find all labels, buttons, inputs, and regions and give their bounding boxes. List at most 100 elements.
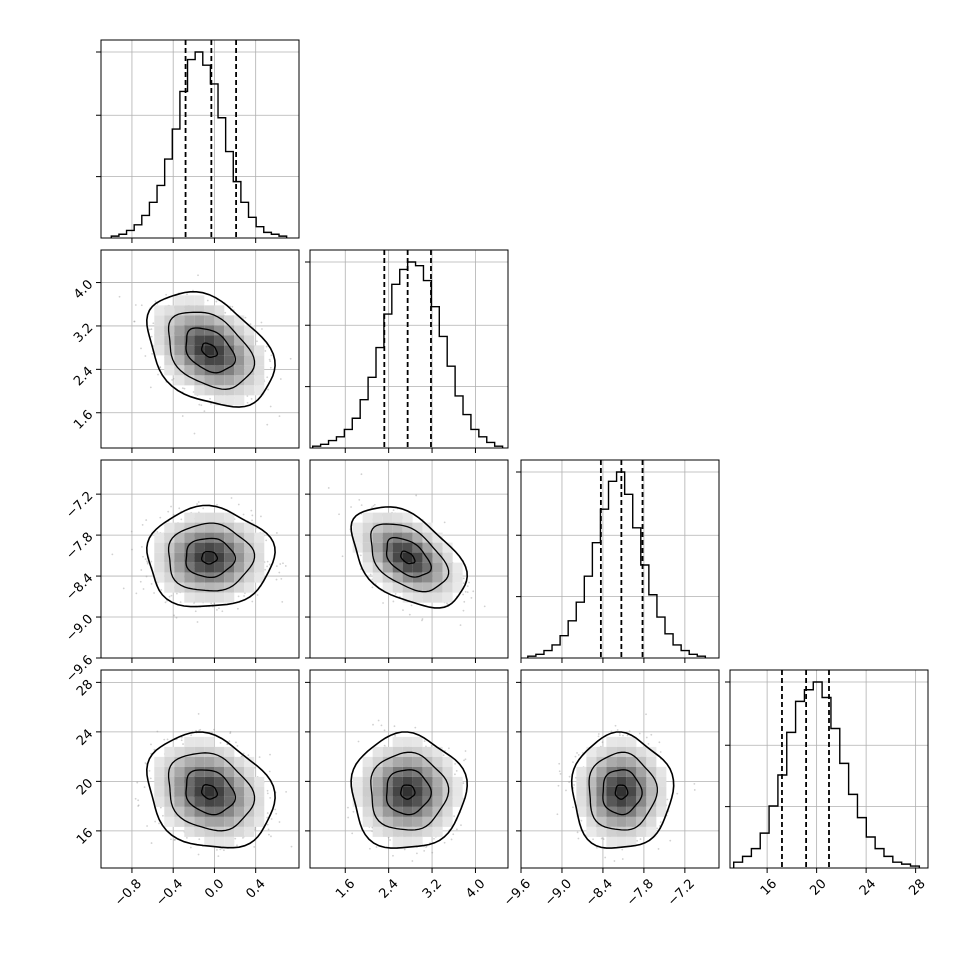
sample-point xyxy=(431,851,434,854)
density-cell xyxy=(234,572,245,583)
sample-point xyxy=(371,586,374,589)
sample-point xyxy=(423,849,426,852)
sample-point xyxy=(251,519,253,522)
sample-point xyxy=(159,366,162,369)
sample-point xyxy=(372,504,375,507)
sample-point xyxy=(425,846,427,848)
sample-point xyxy=(133,320,136,323)
sample-point xyxy=(145,575,148,578)
sample-point xyxy=(249,323,252,326)
sample-point xyxy=(443,521,446,524)
density-cell xyxy=(184,816,195,827)
sample-point xyxy=(268,563,271,566)
sample-point xyxy=(197,712,200,715)
contour xyxy=(145,504,276,608)
sample-point xyxy=(402,609,404,612)
sample-point xyxy=(442,754,445,757)
sample-point xyxy=(433,837,435,840)
density-cell xyxy=(254,532,265,543)
density-cell xyxy=(184,826,195,837)
sample-point xyxy=(359,554,362,557)
sample-point xyxy=(218,607,220,610)
density-cell xyxy=(234,315,245,326)
sample-point xyxy=(280,577,283,580)
density-cell xyxy=(234,826,245,837)
density-cell xyxy=(224,375,235,386)
sample-point xyxy=(373,503,376,506)
density-cell xyxy=(164,816,175,827)
sample-point xyxy=(139,580,142,583)
density-cell xyxy=(204,806,215,817)
panel-3-1 xyxy=(305,669,509,873)
density-cell xyxy=(194,552,205,563)
sample-point xyxy=(150,583,153,585)
density-cell xyxy=(412,592,423,603)
sample-point xyxy=(144,762,147,764)
sample-point xyxy=(134,304,137,306)
sample-point xyxy=(360,473,363,476)
sample-point xyxy=(483,605,486,608)
sample-point xyxy=(266,560,269,563)
sample-point xyxy=(235,741,237,744)
density-cell xyxy=(154,542,165,553)
sample-point xyxy=(279,563,282,565)
sample-point xyxy=(242,836,244,839)
density-cell xyxy=(184,305,195,316)
density-cell xyxy=(402,562,413,573)
sample-point xyxy=(159,366,162,368)
sample-point xyxy=(375,846,378,848)
sample-point xyxy=(197,501,200,503)
density-cell xyxy=(214,315,225,326)
density-cell xyxy=(154,786,165,797)
density-cell xyxy=(204,375,215,386)
density-cell xyxy=(254,542,265,553)
density-cell xyxy=(204,365,215,376)
sample-point xyxy=(394,734,396,737)
density-cell xyxy=(244,325,255,336)
density-cell xyxy=(372,542,383,553)
density-cell xyxy=(244,572,255,583)
sample-point xyxy=(172,514,175,516)
density-cell xyxy=(184,375,195,386)
density-cell xyxy=(392,542,403,553)
density-cell xyxy=(244,552,255,563)
density-cell xyxy=(224,512,235,523)
sample-point xyxy=(270,354,273,357)
density-cell xyxy=(244,786,255,797)
sample-point xyxy=(387,836,390,839)
sample-point xyxy=(278,571,281,574)
contour xyxy=(185,327,237,374)
sample-point xyxy=(180,736,183,739)
density-cell xyxy=(184,295,195,306)
sample-point xyxy=(158,822,160,825)
sample-point xyxy=(267,828,270,831)
density-cell xyxy=(362,512,373,523)
density-cell xyxy=(194,315,205,326)
contour xyxy=(185,537,237,579)
sample-point xyxy=(383,744,386,747)
density-cell xyxy=(234,552,245,563)
sample-point xyxy=(159,806,162,809)
density-cell xyxy=(412,562,423,573)
sample-point xyxy=(152,322,155,325)
density-cell xyxy=(224,532,235,543)
sample-point xyxy=(351,832,354,835)
density-cell xyxy=(452,562,463,573)
density-cell xyxy=(164,746,175,757)
panel-1-0 xyxy=(96,249,300,453)
density-cell xyxy=(194,766,205,777)
sample-point xyxy=(200,404,203,407)
density-cell xyxy=(352,522,363,533)
density-cell xyxy=(204,542,215,553)
sample-point xyxy=(111,553,114,556)
sample-point xyxy=(170,594,173,597)
sample-point xyxy=(151,352,153,355)
sample-point xyxy=(279,378,282,380)
sample-point xyxy=(380,724,383,727)
sample-point xyxy=(377,719,380,722)
sample-point xyxy=(140,304,143,307)
density-cell xyxy=(174,345,185,356)
density-cell xyxy=(204,522,215,533)
density-cell xyxy=(432,572,443,583)
density-cell xyxy=(234,355,245,366)
